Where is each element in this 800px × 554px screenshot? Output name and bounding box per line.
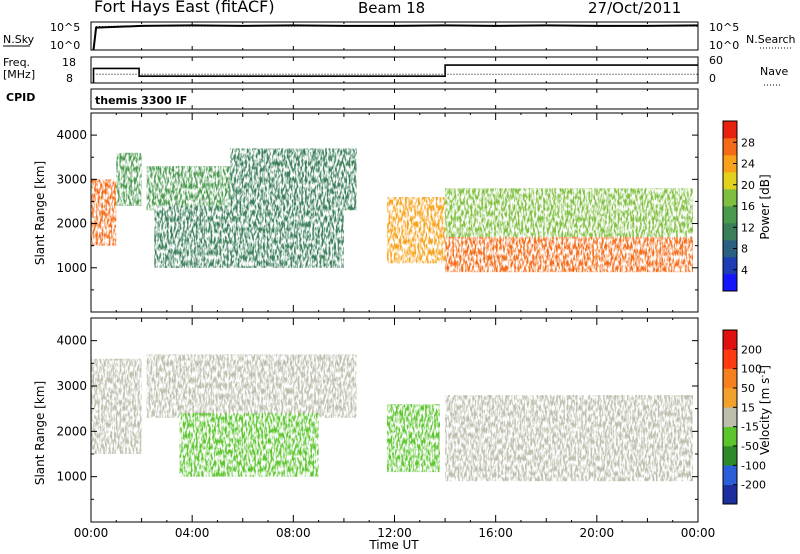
colorbar-tick-label: 15	[741, 401, 755, 414]
colorbar-tick-label: 100	[741, 363, 762, 376]
colorbar-tick-label: 8	[741, 243, 748, 256]
velocity-ylabel: Slant Range [km]	[33, 381, 47, 485]
colorbar-swatch	[723, 138, 737, 156]
y-tick-label: 3000	[56, 379, 87, 393]
echo-region-4	[154, 205, 344, 268]
x-tick-label: 12:00	[377, 526, 412, 540]
station-title: Fort Hays East (fitACF)	[94, 0, 275, 16]
freq-lines	[92, 64, 698, 83]
freq-label: Freq.	[3, 56, 30, 69]
x-axis-title: Time UT	[368, 538, 419, 552]
beam-label: Beam 18	[358, 0, 426, 17]
nsky-tick-top: 10^5	[50, 21, 80, 34]
echo-region-2	[179, 413, 319, 477]
x-tick-label: 20:00	[580, 526, 615, 540]
colorbar-swatch	[723, 484, 737, 505]
colorbar-swatch	[723, 223, 737, 241]
echo-region-2	[146, 166, 231, 211]
nave-tick-top: 60	[709, 54, 723, 67]
freq-tick-bottom: 8	[66, 72, 73, 85]
colorbar-frame	[722, 329, 738, 505]
colorbar-tick-label: -200	[741, 479, 766, 492]
cpid-label: CPID	[6, 91, 35, 104]
x-tick-label: 08:00	[276, 526, 311, 540]
colorbar-swatch	[723, 257, 737, 275]
x-tick-label: 00:00	[74, 526, 109, 540]
scatter-cells	[91, 148, 693, 273]
colorbar-swatch	[723, 465, 737, 485]
colorbar-tick-label: 50	[741, 382, 755, 395]
noise-lines	[90, 22, 699, 109]
nsearch-tick-bottom: 10^0	[709, 39, 739, 52]
scatter-cells	[91, 354, 693, 482]
y-tick-label: 2000	[56, 217, 87, 231]
power-ylabel: Slant Range [km]	[33, 161, 47, 265]
x-tick-label: 16:00	[478, 526, 513, 540]
y-tick-label: 3000	[56, 172, 87, 186]
colorbar-tick-label: 4	[741, 264, 748, 277]
colorbar-tick-label: 200	[741, 343, 762, 356]
colorbar-swatch	[723, 206, 737, 224]
freq-tick-top: 18	[62, 56, 76, 69]
power-colorbar-label: Power [dB]	[758, 174, 772, 239]
cpid-value: themis 3300 IF	[95, 94, 187, 107]
y-tick-label: 1000	[56, 261, 87, 275]
echo-region-4	[445, 395, 693, 482]
echo-region-7	[445, 188, 693, 237]
nsearch-tick-top: 10^5	[709, 21, 739, 34]
colorbar-swatch	[723, 446, 737, 466]
colorbar-tick-label: -50	[741, 440, 759, 453]
colorbar-swatch	[723, 155, 737, 173]
velocity-colorbar-label: Velocity [m s-1]	[758, 365, 773, 455]
colorbar-tick-label: 20	[741, 179, 755, 192]
echo-region-1	[146, 354, 357, 418]
colorbar-swatch	[723, 407, 737, 427]
echo-region-3	[230, 148, 357, 211]
colorbar-swatch	[723, 172, 737, 190]
y-tick-label: 4000	[56, 128, 87, 142]
velocity-colorbar: 200 100 50 15 -15 -50 -100 -200	[722, 329, 766, 505]
date-label: 27/Oct/2011	[588, 0, 682, 17]
echo-region-5	[386, 197, 446, 264]
nsearch-label: N.Search	[746, 33, 796, 46]
x-tick-label: 00:00	[681, 526, 716, 540]
colorbar-swatch	[723, 368, 737, 389]
colorbar-swatch	[723, 426, 737, 447]
series-n-search	[96, 25, 699, 28]
colorbar-swatch	[723, 189, 737, 207]
power-colorbar: 4 8 12 16 20 24 28	[722, 120, 755, 292]
echo-region-1	[116, 152, 142, 206]
freq-unit: [MHz]	[3, 68, 35, 81]
nsky-label: N.Sky	[3, 33, 35, 46]
colorbar-tick-label: 12	[741, 221, 755, 234]
y-tick-label: 4000	[56, 334, 87, 348]
colorbar-swatch	[723, 121, 737, 139]
colorbar-swatch	[723, 240, 737, 258]
nsky-tick-bottom: 10^0	[50, 39, 80, 52]
colorbar-swatch	[723, 330, 737, 350]
colorbar-swatch	[723, 388, 737, 408]
series-freq-	[92, 64, 698, 83]
velocity-panel: 1000 2000 3000 4000	[56, 317, 699, 523]
y-tick-label: 1000	[56, 470, 87, 484]
nave-label: Nave	[760, 65, 788, 78]
nave-tick-bottom: 0	[709, 72, 716, 85]
colorbar-tick-label: -100	[741, 459, 766, 472]
colorbar-swatch	[723, 349, 737, 369]
y-tick-label: 2000	[56, 424, 87, 438]
power-panel: 1000 2000 3000 4000	[56, 112, 699, 313]
time-tick-labels: 00:00 04:00 08:00 12:00 16:00 20:00 00:00	[74, 526, 716, 540]
echo-region-6	[445, 236, 693, 273]
colorbar-tick-label: 24	[741, 158, 755, 171]
colorbar-tick-label: 16	[741, 200, 755, 213]
series-n-sky	[92, 24, 699, 51]
echo-region-0	[91, 179, 117, 246]
colorbar-tick-label: -15	[741, 421, 759, 434]
x-tick-label: 04:00	[175, 526, 210, 540]
colorbar-swatch	[723, 274, 737, 292]
echo-region-3	[386, 404, 440, 473]
colorbar-tick-label: 28	[741, 136, 755, 149]
echo-region-0	[91, 358, 142, 454]
